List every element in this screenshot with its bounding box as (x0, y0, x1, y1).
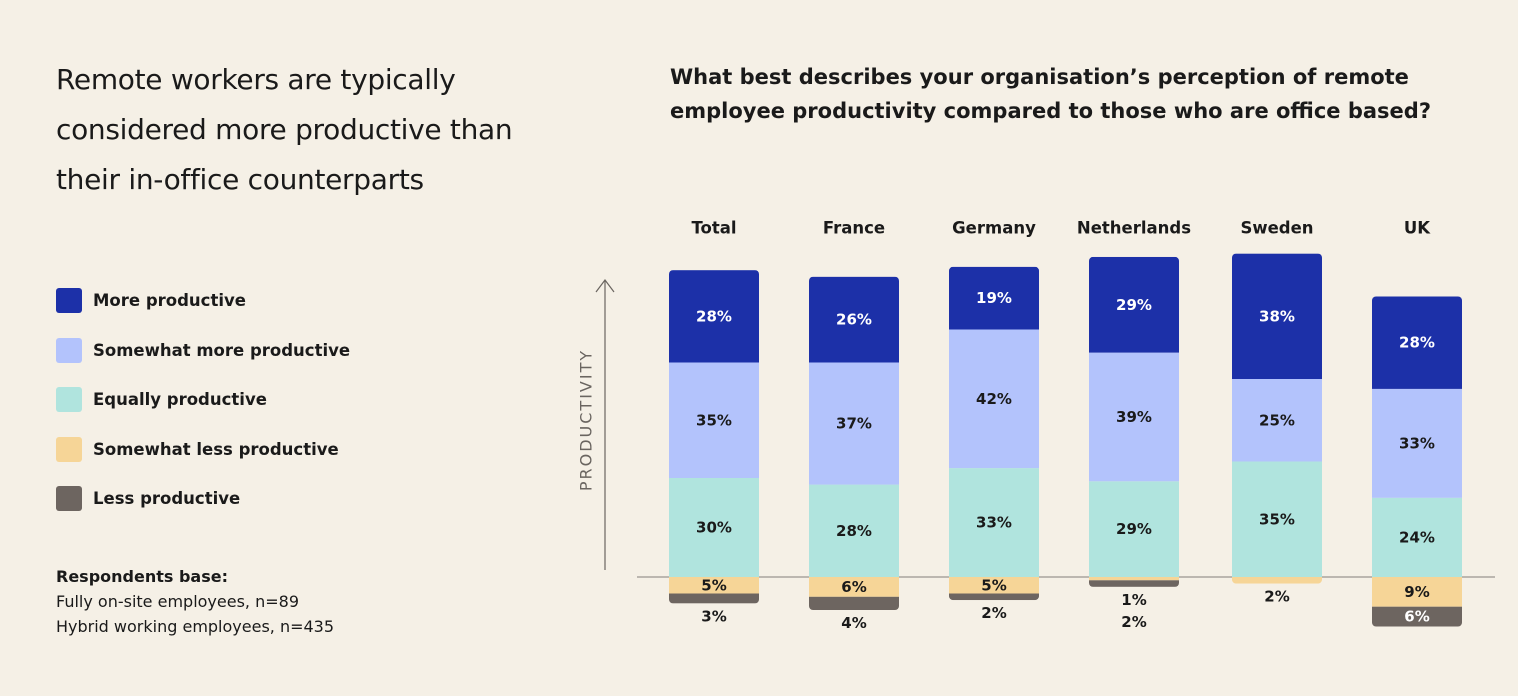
bar-segment-more-productive (1232, 253, 1322, 379)
bar-stack-netherlands (1089, 256, 1179, 587)
legend-item-equally-productive: Equally productive (56, 387, 350, 412)
bar-segment-equally-productive (669, 478, 759, 577)
bar-stack-germany (949, 266, 1039, 601)
bar-segment-equally-productive (1232, 461, 1322, 577)
data-label-less-productive: 2% (1121, 613, 1146, 631)
data-label-equally-productive: 33% (976, 514, 1012, 532)
legend-label: More productive (93, 291, 246, 310)
bar-segment-less-productive (1089, 580, 1179, 587)
bar-stack-sweden (1232, 253, 1322, 584)
data-label-more-productive: 26% (836, 311, 872, 329)
bar-segment-somewhat-less-productive (949, 577, 1039, 594)
data-label-somewhat-more-productive: 35% (696, 411, 732, 429)
bar-stack-uk (1372, 296, 1462, 627)
bar-segment-somewhat-less-productive (1372, 577, 1462, 607)
bar-segment-equally-productive (809, 484, 899, 577)
data-label-equally-productive: 24% (1399, 528, 1435, 546)
legend-swatch (56, 486, 82, 511)
bar-segment-equally-productive (1089, 481, 1179, 577)
legend: More productive Somewhat more productive… (56, 288, 350, 536)
legend-label: Somewhat less productive (93, 439, 339, 459)
bar-segment-more-productive (1372, 296, 1462, 389)
legend-item-less-productive: Less productive (56, 486, 350, 511)
chart-title: What best describes your organisation’s … (670, 65, 1432, 123)
data-label-somewhat-more-productive: 37% (836, 415, 872, 433)
data-label-somewhat-more-productive: 33% (1399, 434, 1435, 452)
legend-swatch (56, 387, 82, 412)
bar-segment-somewhat-more-productive (1089, 352, 1179, 482)
bar-segment-more-productive (669, 270, 759, 363)
category-label-germany: Germany (952, 219, 1036, 238)
bar-segment-somewhat-more-productive (949, 329, 1039, 469)
respondents-line: Hybrid working employees, n=435 (56, 617, 335, 636)
bar-segment-less-productive (949, 593, 1039, 601)
data-label-more-productive: 29% (1116, 296, 1152, 314)
data-label-less-productive: 6% (1404, 608, 1429, 626)
bar-segment-somewhat-less-productive (669, 577, 759, 594)
data-label-more-productive: 38% (1259, 307, 1295, 325)
category-label-total: Total (691, 219, 736, 238)
data-label-less-productive: 3% (701, 607, 726, 625)
data-label-less-productive: 4% (841, 614, 866, 632)
bar-stack-france (809, 276, 899, 610)
data-label-equally-productive: 35% (1259, 510, 1295, 528)
bar-segment-more-productive (809, 276, 899, 363)
bar-segment-somewhat-less-productive (1089, 577, 1179, 581)
bar-segment-less-productive (669, 593, 759, 604)
legend-item-somewhat-more-productive: Somewhat more productive (56, 337, 351, 363)
data-label-equally-productive: 29% (1116, 520, 1152, 538)
data-label-somewhat-less-productive: 5% (701, 576, 726, 594)
bar-stack-total (669, 270, 759, 604)
data-label-somewhat-less-productive: 6% (841, 578, 866, 596)
bar-segment-somewhat-more-productive (669, 362, 759, 478)
category-label-sweden: Sweden (1240, 219, 1313, 238)
data-label-somewhat-more-productive: 39% (1116, 408, 1152, 426)
bar-segment-more-productive (949, 266, 1039, 330)
legend-swatch (56, 436, 82, 462)
data-label-somewhat-more-productive: 25% (1259, 411, 1295, 429)
respondents-base: Respondents base: Fully on-site employee… (56, 564, 334, 639)
bar-segment-somewhat-more-productive (1232, 379, 1322, 462)
data-label-less-productive: 2% (981, 604, 1006, 622)
data-label-more-productive: 19% (976, 289, 1012, 307)
bar-segment-somewhat-more-productive (809, 362, 899, 485)
legend-swatch (56, 288, 82, 313)
legend-item-more-productive: More productive (56, 288, 350, 313)
data-label-somewhat-less-productive: 2% (1264, 588, 1289, 606)
data-label-somewhat-more-productive: 42% (976, 390, 1012, 408)
legend-swatch (56, 337, 82, 363)
bar-segment-somewhat-less-productive (1232, 577, 1322, 584)
data-label-equally-productive: 30% (696, 519, 732, 537)
legend-label: Less productive (93, 489, 241, 508)
data-label-more-productive: 28% (1399, 334, 1435, 352)
category-label-netherlands: Netherlands (1077, 219, 1191, 238)
data-label-somewhat-less-productive: 1% (1121, 591, 1146, 609)
category-label-france: France (823, 219, 885, 238)
data-label-somewhat-less-productive: 5% (981, 576, 1006, 594)
y-axis-arrow-icon (595, 279, 615, 293)
legend-item-somewhat-less-productive: Somewhat less productive (56, 436, 350, 462)
data-label-more-productive: 28% (696, 307, 732, 325)
legend-label: Equally productive (93, 390, 267, 409)
data-label-equally-productive: 28% (836, 522, 872, 540)
legend-label: Somewhat more productive (93, 340, 351, 360)
bar-segment-more-productive (1089, 256, 1179, 353)
bar-segment-less-productive (1372, 606, 1462, 627)
respondents-line: Fully on-site employees, n=89 (56, 592, 299, 611)
bar-segment-less-productive (809, 596, 899, 610)
page-headline: Remote workers are typically considered … (56, 63, 513, 196)
bar-segment-equally-productive (1372, 497, 1462, 577)
bar-segment-somewhat-more-productive (1372, 388, 1462, 498)
y-axis-label: PRODUCTIVITY (577, 349, 596, 491)
bar-segment-somewhat-less-productive (809, 577, 899, 597)
category-label-uk: UK (1404, 219, 1431, 238)
respondents-title: Respondents base: (56, 567, 228, 586)
data-label-somewhat-less-productive: 9% (1404, 583, 1429, 601)
bar-segment-equally-productive (949, 468, 1039, 577)
